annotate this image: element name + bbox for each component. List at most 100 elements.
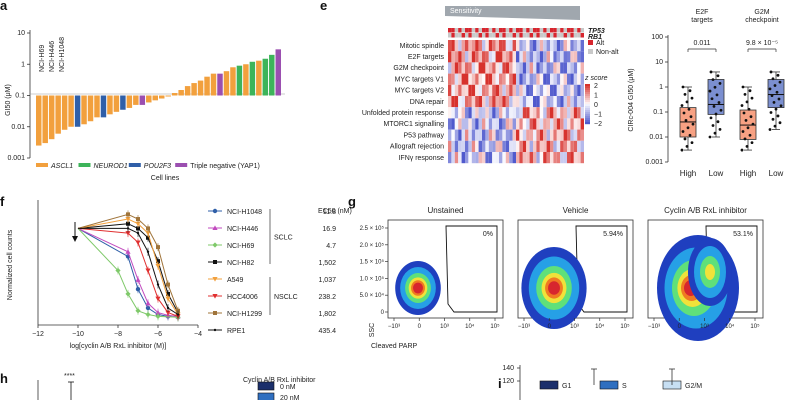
heatmap-cell xyxy=(567,40,571,52)
box-point xyxy=(749,115,753,119)
annotation-cell xyxy=(488,28,493,33)
annotation-cell xyxy=(536,28,540,33)
box-point xyxy=(708,135,712,139)
heatmap-cell xyxy=(448,96,452,108)
heatmap-cell xyxy=(478,51,482,63)
heatmap-cell xyxy=(539,62,544,74)
box-point xyxy=(768,87,772,91)
heatmap-cell xyxy=(529,73,533,85)
box-point xyxy=(709,70,713,74)
colorbar-tick: 1 xyxy=(594,93,598,100)
panel-h-legend: 0 nM 20 nM xyxy=(257,381,300,400)
heatmap-cell xyxy=(526,107,530,119)
legend-series-label: NCI-H82 xyxy=(227,260,254,267)
heatmap-cell xyxy=(512,62,516,74)
bar xyxy=(68,95,74,127)
heatmap-cell xyxy=(529,140,533,152)
heatmap-cell xyxy=(573,84,578,96)
legend-swatch xyxy=(78,163,91,167)
flow-ytick-label: 5.0 × 10⁴ xyxy=(360,292,385,299)
heatmap-cell xyxy=(495,118,499,130)
heatmap-cell xyxy=(570,84,574,96)
annotation-cell xyxy=(512,33,516,38)
heatmap-cell xyxy=(485,140,489,152)
heatmap-cell xyxy=(475,73,479,85)
flow-y-label: SSC xyxy=(369,323,376,337)
heatmap-cell xyxy=(458,51,462,63)
flow-panel: Cyclin A/B RxL inhibitor 53.1% −10³ 0 10³ 10⁴… xyxy=(647,206,764,341)
heatmap-cell xyxy=(509,62,513,74)
box-point xyxy=(745,144,749,148)
heatmap-cell xyxy=(458,62,462,74)
colorbar-title: z score xyxy=(584,75,608,82)
heatmap-cell xyxy=(461,129,465,141)
heatmap-cell xyxy=(512,96,516,108)
flow-ytick-label: 2.0 × 10⁵ xyxy=(360,242,385,249)
annotation-legend-label: Non-alt xyxy=(596,49,619,56)
annotation-cell xyxy=(580,33,584,38)
bar xyxy=(178,89,184,96)
heatmap-cell xyxy=(526,62,530,74)
heatmap-cell xyxy=(539,129,544,141)
heatmap-cell xyxy=(536,129,540,141)
heatmap-cell xyxy=(505,118,510,130)
heatmap-cell xyxy=(522,140,527,152)
heatmap-cell xyxy=(556,96,561,108)
heatmap-cell xyxy=(502,96,506,108)
heatmap-cell xyxy=(546,129,550,141)
heatmap-cell xyxy=(536,40,540,52)
legend-ec50-value: 1,802 xyxy=(318,311,336,318)
heatmap-cell xyxy=(573,96,578,108)
bar xyxy=(230,67,236,96)
curve-marker xyxy=(145,268,151,274)
heatmap-cell xyxy=(577,62,581,74)
heatmap-cell xyxy=(448,62,452,74)
box-category-label: Low xyxy=(769,169,784,178)
flow-xtick-label: 0 xyxy=(548,324,552,330)
box-point xyxy=(713,131,717,135)
heatmap-cell xyxy=(573,152,578,164)
heatmap-cell xyxy=(485,40,489,52)
flow-xtick-label: −10³ xyxy=(388,324,400,330)
annotation-cell xyxy=(522,33,527,38)
annotation-cell xyxy=(482,33,486,38)
bar xyxy=(81,95,87,125)
curve-marker xyxy=(136,217,140,222)
heatmap-cell xyxy=(543,84,547,96)
box-point xyxy=(714,112,718,116)
heatmap-cell xyxy=(495,40,499,52)
heatmap-cell xyxy=(533,140,537,152)
heatmap-cell xyxy=(448,51,452,63)
heatmap-cell xyxy=(509,73,513,85)
heatmap-cell xyxy=(560,140,564,152)
heatmap-cell xyxy=(482,140,486,152)
heatmap-cell xyxy=(519,140,523,152)
heatmap-cell xyxy=(522,118,527,130)
box-category-label: Low xyxy=(709,169,724,178)
box-group-title: E2F xyxy=(696,9,709,16)
curve-marker xyxy=(165,310,171,316)
heatmap-cell xyxy=(461,107,465,119)
heatmap-cell xyxy=(533,129,537,141)
box-point xyxy=(717,101,721,104)
bar-label: NCI-H446 xyxy=(49,41,56,72)
heatmap-cell xyxy=(539,152,544,164)
box-point xyxy=(746,126,750,130)
annotation-cell xyxy=(529,33,533,38)
heatmap-cell xyxy=(560,118,564,130)
panel-f-y-label: Normalized cell counts xyxy=(7,229,14,300)
colorbar-step xyxy=(585,88,590,91)
heatmap-cell xyxy=(539,140,544,152)
legend-label: S xyxy=(622,383,627,390)
annotation-cell xyxy=(526,28,530,33)
sensitivity-label: Sensitivity xyxy=(450,8,482,15)
box-point xyxy=(715,93,719,97)
bar xyxy=(113,95,120,112)
heatmap-cell xyxy=(553,140,557,152)
annotation-cell xyxy=(482,28,486,33)
heatmap-cell xyxy=(451,129,455,141)
annotation-cell xyxy=(522,28,527,33)
heatmap-cell xyxy=(465,118,469,130)
heatmap-cell xyxy=(546,62,550,74)
heatmap-cell xyxy=(567,96,571,108)
